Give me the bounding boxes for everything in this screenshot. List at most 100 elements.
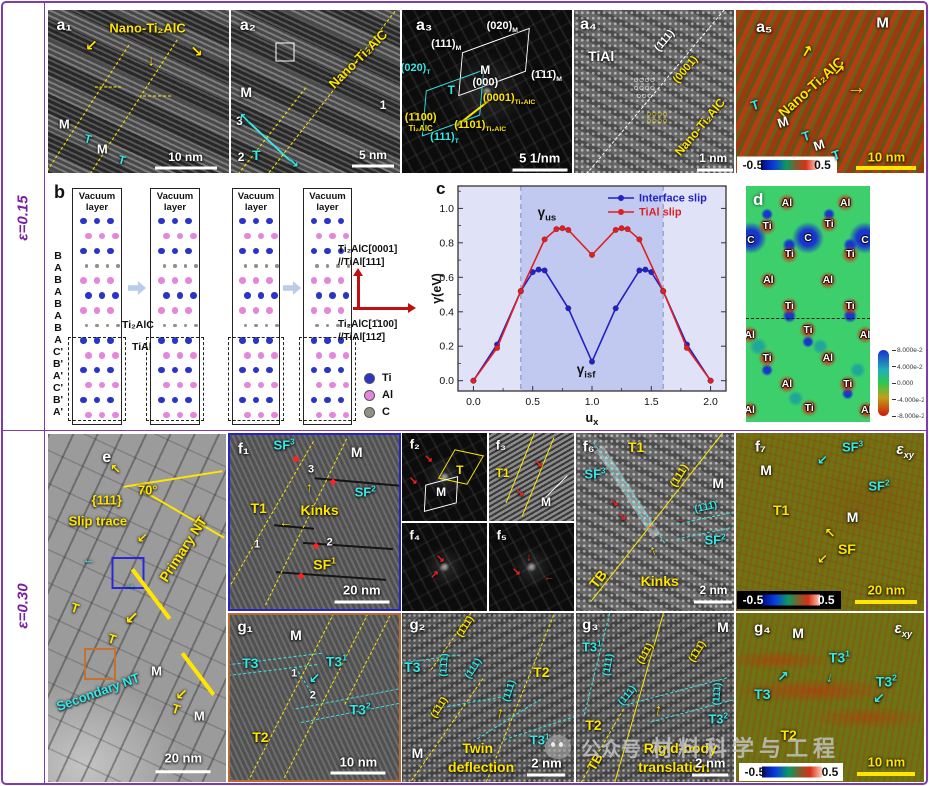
label-twin: T (799, 127, 812, 144)
atom-row (311, 292, 354, 300)
atom-label-C: C (747, 234, 755, 247)
atom-Al (158, 307, 165, 314)
label-twin: T (105, 630, 119, 648)
atom-row (240, 232, 282, 240)
atom-Ti (239, 247, 246, 255)
atom-row (158, 292, 202, 300)
colorbar-max: 0.5 (821, 764, 839, 779)
label-111: (111) (652, 27, 678, 54)
atom-label-Al: Al (763, 274, 774, 287)
marker (292, 455, 300, 463)
atom-Ti (337, 396, 345, 404)
atom-Ti (107, 396, 114, 404)
label-t1: T1 (495, 465, 510, 480)
tial-region-box (228, 337, 284, 421)
atom-label-Ti: Ti (843, 378, 853, 391)
atom-C (95, 264, 99, 268)
label-t2: T2 (533, 664, 550, 681)
atom-Al (98, 381, 106, 389)
atom-label-Al: Al (859, 328, 870, 341)
atom-Al (185, 307, 192, 314)
atom-Al (252, 277, 260, 284)
atom-Ti (324, 396, 331, 404)
atom-Ti (185, 396, 192, 404)
atom-Ti (80, 217, 87, 225)
slab-column: Vacuum layer (146, 188, 204, 425)
atom-Al (112, 232, 119, 240)
label-matrix: M (411, 745, 424, 762)
scale-bar (855, 600, 918, 605)
label-nano-ti2alc: Nano-Ti₂AlC (672, 95, 729, 159)
scale-text: 10 nm (867, 149, 906, 165)
atom-Al (342, 232, 350, 240)
label-twin: T (170, 700, 183, 718)
arrow-icon: → (846, 77, 866, 99)
arrow-icon: ↗ (429, 569, 439, 582)
atom-Ti (98, 292, 106, 299)
atom-Ti (185, 337, 192, 344)
atom-Ti (342, 292, 350, 299)
arrow-icon: ↙ (85, 37, 98, 55)
atom-Al (252, 307, 260, 314)
scale-bar (351, 164, 394, 168)
label-matrix: M (96, 141, 108, 157)
label-111b: (111) (501, 678, 519, 703)
atom-Al (98, 232, 106, 240)
atom-Al (176, 411, 184, 419)
arrow-icon: ↖ (110, 461, 122, 477)
label-rigid2: translation (638, 758, 710, 775)
arrow-icon: ↘ (511, 566, 521, 579)
atom-label-Al: Al (822, 352, 834, 365)
colorbar-min: -0.5 (742, 593, 764, 608)
atom-row (158, 351, 202, 359)
label-m111b: (1̄11̄) (428, 694, 451, 720)
atom-row (153, 307, 197, 315)
colorbar-tick: -4.000e-2 (892, 397, 924, 404)
atom-C (116, 323, 120, 328)
atom-Al (190, 232, 197, 240)
atom-Al (163, 232, 170, 240)
colorbar-tick: -8.000e-2 (892, 413, 924, 420)
arrow-icon: ↑ (305, 479, 313, 496)
label-t31: T31 (828, 648, 850, 666)
legend-item-Al: Al (364, 389, 393, 401)
atom-Ti (310, 366, 318, 374)
row-label-strain-030: ε=0.30 (14, 583, 32, 629)
atom-label-Ti: Ti (784, 248, 794, 261)
label-m111M: (1̄11̄)M (531, 68, 562, 84)
atom-Al (93, 277, 101, 284)
atom-Al (257, 352, 265, 359)
slab-column: Vacuum layer (68, 188, 126, 425)
atom-row (235, 396, 277, 404)
atom-C (194, 264, 198, 268)
label-0001: (0001)Ti₂AlC (482, 91, 536, 106)
slab-column: Vacuum layer (228, 188, 284, 425)
atom-Al (190, 411, 197, 419)
atom-Al (112, 352, 119, 359)
atom-row (158, 411, 202, 419)
colorbar-ticks: 8.000e-2 4.000e-2 0.000 -4.000e-2 -8.000e-2 (892, 347, 924, 421)
atom-row (311, 321, 354, 329)
atom-row (306, 307, 349, 315)
panel-tag: a₄ (580, 15, 597, 33)
atom-row (80, 292, 124, 300)
atom-row (306, 217, 349, 225)
atom-C (183, 323, 187, 328)
atom-C (194, 323, 198, 328)
atom-row (80, 232, 124, 240)
atom-Al (185, 277, 192, 284)
atom-C (84, 323, 88, 328)
label-111T: (111)T (430, 130, 459, 145)
orientation-relation-1: Ti₂AlC[0001] //TiAl[111] (338, 244, 430, 269)
legend-dot-icon (364, 372, 375, 384)
svg-text:0.2: 0.2 (439, 341, 454, 353)
label-tial: TiAl (588, 47, 615, 64)
label-000: (000) (472, 76, 499, 89)
atom-Ti (337, 366, 345, 374)
atom-Ti (80, 366, 87, 374)
colorbar-gradient (762, 766, 823, 778)
stacking-letter: A (54, 286, 62, 298)
stacking-letters: B A B A B A B A C' B' A' C' B' A' (50, 250, 66, 418)
label-matrix: M (760, 462, 772, 479)
atom-Al (271, 352, 278, 359)
